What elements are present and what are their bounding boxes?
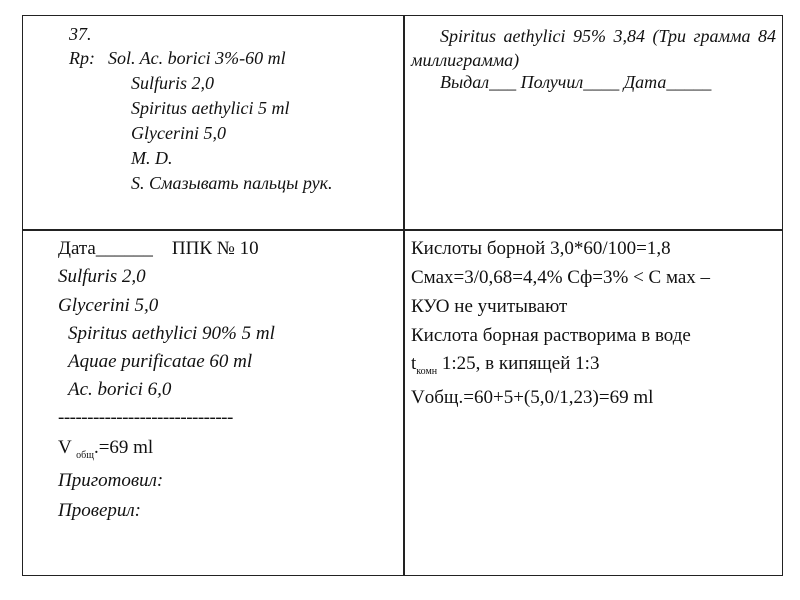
- volume-value: .=69 ml: [93, 437, 154, 458]
- calc-line: Cмах=3/0,68=4,4% Сф=3% < С мах –: [411, 267, 711, 288]
- volume-prefix: V: [58, 437, 72, 458]
- calc-line: Кислота борная растворима в воде: [411, 325, 691, 346]
- checked-by: Проверил:: [58, 500, 142, 521]
- ppk-item: Ac. borici 6,0: [68, 379, 172, 400]
- recipe-line: Spiritus aethylici 5 ml: [131, 98, 290, 118]
- ppk-item: Sulfuris 2,0: [58, 266, 146, 287]
- volume-sub: общ: [76, 449, 94, 461]
- rp-label: Rp:: [69, 48, 95, 68]
- t-rest: 1:25, в кипящей 1:3: [437, 353, 600, 374]
- prepared-by: Приготовил:: [58, 470, 164, 491]
- ppk-header: Дата______ ППК № 10: [58, 238, 259, 259]
- volume-calc: Vобщ.=60+5+(5,0/1,23)=69 ml: [411, 387, 654, 408]
- total-volume: V общ.=69 ml: [58, 438, 153, 461]
- recipe-number: 37.: [69, 24, 92, 44]
- calc-line: КУО не учитывают: [411, 296, 568, 317]
- ppk-item: Glycerini 5,0: [58, 295, 159, 316]
- column-divider: [403, 15, 405, 576]
- solubility-line: tкомн 1:25, в кипящей 1:3: [411, 354, 599, 377]
- recipe-line: S. Смазывать пальцы рук.: [131, 173, 333, 193]
- row-divider: [22, 229, 783, 231]
- t-prefix: t: [411, 353, 417, 374]
- signoff-line: Выдал___ Получил____ Дата_____: [440, 72, 712, 92]
- alcohol-note: Spiritus aethylici 95% 3,84 (Три грамма …: [411, 26, 776, 70]
- separator: ------------------------------: [58, 407, 233, 428]
- calc-line: Кислоты борной 3,0*60/100=1,8: [411, 238, 671, 259]
- recipe-line: M. D.: [131, 148, 173, 168]
- prescription-table: [22, 15, 783, 576]
- recipe-line: Sulfuris 2,0: [131, 73, 215, 93]
- rp-first-ingredient: Sol. Ac. borici 3%-60 ml: [108, 48, 286, 68]
- ppk-item: Aquae purificatae 60 ml: [68, 351, 253, 372]
- ppk-item: Spiritus aethylici 90% 5 ml: [68, 323, 275, 344]
- recipe-line: Glycerini 5,0: [131, 123, 226, 143]
- t-sub: комн: [416, 365, 438, 377]
